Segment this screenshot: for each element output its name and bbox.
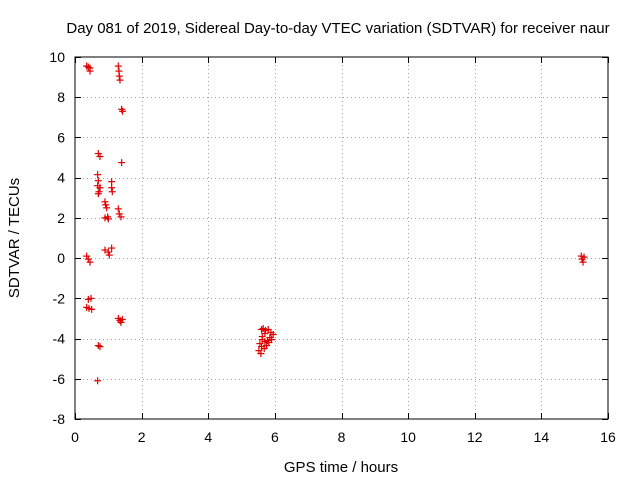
- data-point: [103, 204, 111, 212]
- data-points: [83, 62, 588, 385]
- data-point: [118, 315, 126, 323]
- data-point: [102, 201, 110, 209]
- x-tick-label: 8: [338, 429, 346, 445]
- y-axis-label: SDTVAR / TECUs: [6, 178, 23, 298]
- y-tick-label: -2: [53, 290, 66, 306]
- data-point: [96, 184, 104, 192]
- data-point: [94, 342, 102, 350]
- data-point: [265, 339, 273, 347]
- x-tick-label: 4: [204, 429, 212, 445]
- data-point: [117, 318, 125, 326]
- axis-ticks: 0 2 4 6 8 10 12 14 16 -8 -6 -4 -2 0 2 4 6 8 10: [49, 49, 616, 445]
- data-point: [104, 248, 112, 256]
- y-tick-label: 6: [57, 129, 65, 145]
- data-point: [104, 215, 112, 223]
- plot-frame: [74, 56, 609, 420]
- data-point: [84, 63, 92, 71]
- grid: [75, 57, 608, 419]
- data-point: [84, 255, 92, 263]
- x-tick-label: 10: [400, 429, 416, 445]
- y-tick-label: 4: [57, 170, 65, 186]
- data-point: [94, 377, 102, 385]
- data-point: [96, 153, 104, 161]
- x-axis-label: GPS time / hours: [284, 459, 398, 476]
- chart-title: Day 081 of 2019, Sidereal Day-to-day VTE…: [66, 20, 609, 37]
- data-point: [94, 190, 102, 198]
- data-point: [118, 159, 126, 167]
- data-point: [117, 213, 125, 221]
- x-tick-label: 16: [600, 429, 616, 445]
- data-point: [115, 210, 123, 218]
- data-point: [258, 333, 266, 341]
- data-point: [94, 177, 102, 185]
- data-point: [114, 205, 122, 213]
- data-point: [115, 72, 123, 80]
- data-point: [257, 350, 265, 358]
- data-point: [580, 253, 588, 261]
- data-point: [86, 258, 94, 266]
- y-tick-label: -8: [53, 411, 66, 427]
- data-point: [108, 184, 116, 192]
- y-tick-label: 0: [57, 250, 65, 266]
- data-point: [108, 188, 116, 196]
- data-point: [105, 251, 113, 259]
- data-point: [108, 244, 116, 252]
- y-tick-label: 10: [49, 49, 65, 65]
- data-point: [87, 294, 95, 302]
- x-tick-label: 14: [534, 429, 550, 445]
- y-tick-label: 2: [57, 210, 65, 226]
- data-point: [119, 107, 127, 115]
- data-point: [101, 214, 109, 222]
- data-point: [83, 252, 91, 260]
- data-point: [256, 340, 264, 348]
- data-point: [94, 150, 102, 158]
- data-point: [114, 62, 122, 70]
- data-point: [579, 258, 587, 266]
- data-point: [258, 326, 266, 334]
- data-point: [116, 76, 124, 84]
- x-tick-label: 2: [138, 429, 146, 445]
- x-tick-label: 12: [467, 429, 483, 445]
- y-tick-label: 8: [57, 89, 65, 105]
- data-point: [269, 331, 277, 339]
- data-point: [94, 171, 102, 179]
- data-point: [101, 198, 109, 206]
- y-tick-label: -6: [53, 371, 66, 387]
- data-point: [96, 343, 104, 351]
- y-tick-label: -4: [53, 331, 66, 347]
- data-point: [108, 178, 116, 186]
- x-tick-label: 0: [71, 429, 79, 445]
- x-tick-label: 6: [271, 429, 279, 445]
- data-point: [88, 305, 96, 313]
- data-point: [86, 67, 94, 75]
